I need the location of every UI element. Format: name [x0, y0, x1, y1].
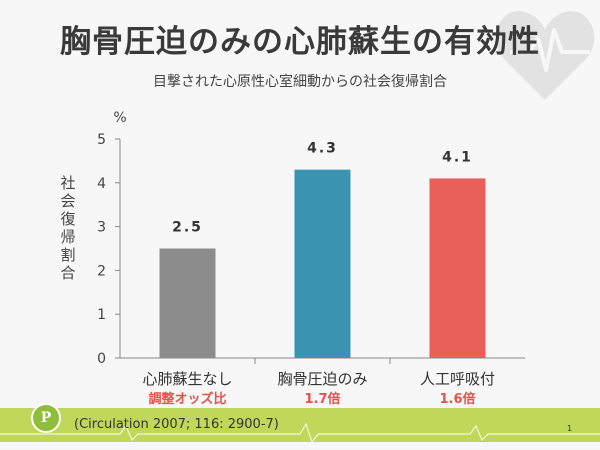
y-axis-label-char: 帰 — [60, 228, 75, 246]
page-number: 1 — [567, 424, 573, 433]
bar-value-label: 4.3 — [307, 141, 338, 157]
y-axis-label-char: 復 — [60, 210, 75, 228]
y-axis-label-char: 会 — [60, 192, 75, 210]
y-tick-label: 5 — [97, 132, 106, 148]
y-tick-label: 3 — [97, 220, 106, 236]
category-label: 心肺蘇生なし — [142, 370, 232, 388]
bar — [294, 169, 351, 358]
category-label: 人工呼吸付 — [420, 370, 495, 388]
ecg-line-decoration — [0, 422, 600, 442]
odds-ratio-label: 1.6倍 — [439, 391, 475, 407]
y-axis-label-char: 割 — [60, 246, 75, 264]
y-axis-label-char: 合 — [60, 264, 75, 282]
logo: P — [31, 403, 61, 433]
y-tick-label: 0 — [97, 351, 106, 367]
y-tick-label: 4 — [97, 176, 106, 192]
bar — [159, 248, 216, 358]
citation: (Circulation 2007; 116: 2900-7) — [74, 417, 279, 432]
y-tick-label: 2 — [97, 263, 106, 279]
footer-bar — [0, 408, 600, 442]
heart-icon — [495, 11, 595, 100]
y-unit-label: % — [113, 110, 126, 126]
odds-ratio-label: 調整オッズ比 — [148, 391, 226, 407]
bar-value-label: 4.1 — [442, 149, 473, 165]
category-label: 胸骨圧迫のみ — [277, 370, 367, 388]
slide-subtitle: 目撃された心原性心室細動からの社会復帰割合 — [153, 74, 447, 90]
odds-ratio-label: 1.7倍 — [304, 391, 340, 407]
y-axis-label-char: 社 — [60, 174, 75, 192]
y-tick-label: 1 — [97, 307, 106, 323]
bar-value-label: 2.5 — [172, 220, 203, 236]
bar — [429, 178, 486, 358]
slide-title: 胸骨圧迫のみの心肺蘇生の有効性 — [60, 24, 540, 60]
